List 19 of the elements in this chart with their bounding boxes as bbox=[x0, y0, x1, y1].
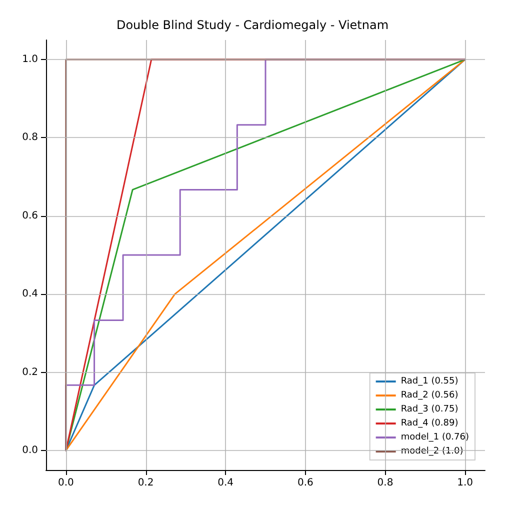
x-tick-label: 0.6 bbox=[297, 478, 314, 488]
legend-label: Rad_2 (0.56) bbox=[400, 390, 458, 400]
y-tick-label: 0.2 bbox=[22, 366, 38, 378]
y-tick-label: 1.0 bbox=[22, 54, 38, 66]
legend-label: model_2 (1.0) bbox=[400, 446, 464, 456]
x-tick-label: 0.4 bbox=[218, 478, 234, 488]
legend-label: Rad_3 (0.75) bbox=[400, 404, 458, 414]
y-tick-label: 0.8 bbox=[22, 132, 38, 144]
x-tick-label: 0.0 bbox=[58, 478, 74, 488]
x-tick-label: 0.2 bbox=[138, 478, 154, 488]
legend-label: model_1 (0.76) bbox=[400, 432, 470, 442]
x-tick-label: 1.0 bbox=[457, 478, 473, 488]
y-tick-label: 0.4 bbox=[22, 288, 38, 300]
y-tick-label: 0.6 bbox=[22, 210, 38, 222]
x-tick-label: 0.8 bbox=[377, 478, 394, 488]
legend-label: Rad_1 (0.55) bbox=[400, 376, 458, 386]
y-tick-label: 0.0 bbox=[22, 444, 38, 456]
legend-label: Rad_4 (0.89) bbox=[400, 418, 458, 428]
chart-title: Double Blind Study - Cardiomegaly - Vietnam bbox=[116, 18, 389, 32]
